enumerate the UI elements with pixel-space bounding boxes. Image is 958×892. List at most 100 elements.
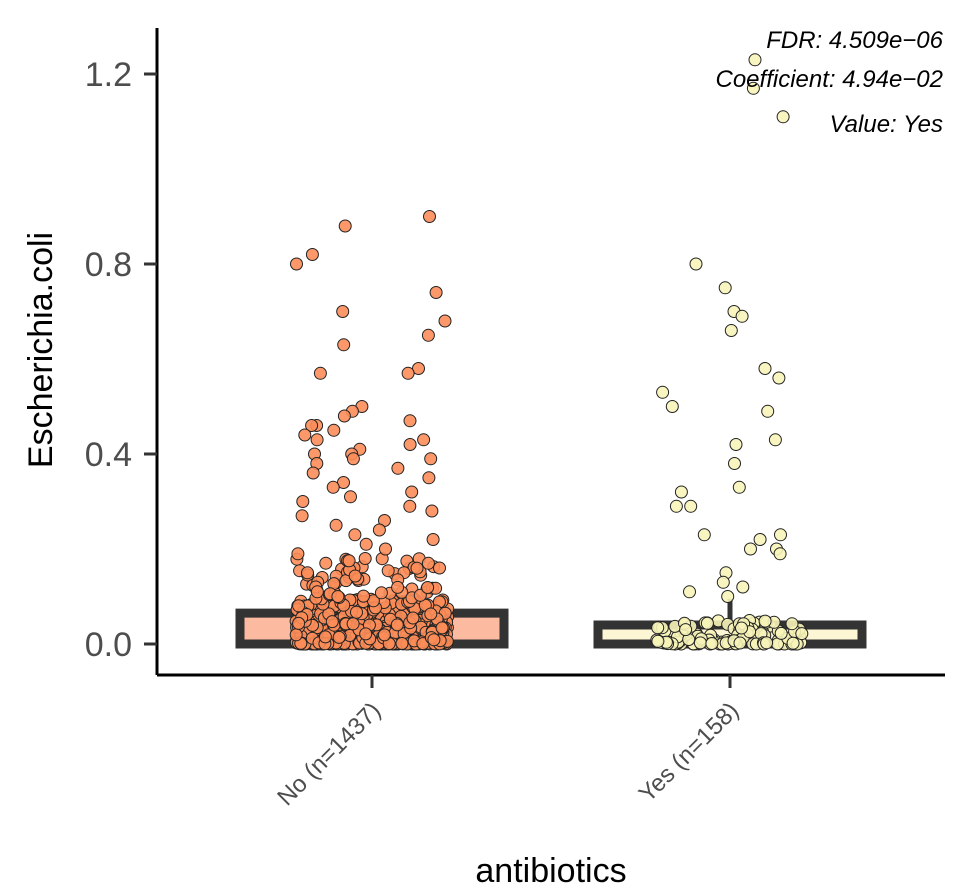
- point-yes: [684, 499, 698, 513]
- point-no: [421, 328, 435, 342]
- point-yes: [772, 371, 786, 385]
- point-no: [425, 504, 439, 518]
- point-no: [292, 616, 306, 630]
- point-yes: [761, 404, 775, 418]
- point-yes: [774, 528, 787, 542]
- point-no: [374, 586, 388, 600]
- point-no: [350, 605, 363, 619]
- point-no: [319, 556, 333, 570]
- point-no: [377, 628, 391, 642]
- point-no: [406, 611, 420, 625]
- y-axis: 0.0 0.4 0.8 1.2: [85, 28, 159, 675]
- annotation-value: Value: Yes: [830, 111, 943, 138]
- point-yes: [683, 585, 696, 599]
- point-no: [348, 569, 362, 583]
- point-no: [318, 630, 332, 644]
- point-no: [346, 617, 360, 631]
- point-no: [326, 480, 340, 494]
- point-yes: [744, 542, 757, 556]
- point-yes: [746, 81, 760, 95]
- point-yes: [728, 457, 741, 470]
- point-yes: [776, 110, 790, 124]
- point-yes: [679, 623, 693, 637]
- point-no: [290, 257, 303, 271]
- point-no: [313, 366, 327, 380]
- point-no: [429, 286, 443, 299]
- point-no: [305, 419, 319, 432]
- point-yes: [697, 528, 711, 542]
- point-yes: [693, 636, 707, 650]
- point-no: [329, 518, 343, 532]
- annotation-fdr: FDR: 4.509e−06: [766, 27, 943, 54]
- point-no: [424, 607, 438, 621]
- point-no: [438, 314, 452, 328]
- point-no: [412, 362, 425, 375]
- point-yes: [736, 580, 750, 594]
- point-yes: [729, 438, 743, 451]
- y-tick-label-1: 0.4: [85, 436, 132, 474]
- point-no: [403, 499, 417, 513]
- point-no: [358, 552, 372, 565]
- point-yes: [786, 636, 800, 650]
- point-no: [306, 466, 320, 480]
- point-yes: [760, 636, 774, 650]
- point-yes: [651, 621, 665, 635]
- point-no: [344, 490, 357, 504]
- point-no: [291, 547, 305, 561]
- point-yes: [748, 53, 762, 67]
- point-no: [405, 485, 419, 499]
- point-yes: [700, 616, 714, 630]
- point-no: [381, 564, 395, 578]
- point-no: [379, 542, 392, 556]
- point-yes: [718, 281, 732, 295]
- point-yes: [758, 614, 772, 628]
- point-no: [435, 621, 449, 635]
- point-no: [395, 637, 409, 650]
- x-tick-label-1: Yes (n=158): [634, 697, 744, 807]
- y-tick-label-2: 0.8: [85, 246, 132, 284]
- point-yes: [724, 324, 738, 337]
- point-no: [417, 433, 431, 447]
- point-yes: [674, 485, 688, 499]
- point-yes: [689, 257, 703, 271]
- point-no: [332, 630, 346, 644]
- point-no: [372, 523, 386, 537]
- point-no: [346, 452, 360, 466]
- point-no: [390, 618, 404, 632]
- point-no: [289, 628, 303, 642]
- point-no: [359, 537, 373, 551]
- point-no: [359, 627, 373, 641]
- point-yes: [669, 499, 683, 513]
- point-no: [327, 423, 341, 437]
- point-yes: [665, 400, 679, 413]
- x-axis: No (n=1437) Yes (n=158): [157, 673, 945, 811]
- x-axis-title: antibiotics: [475, 852, 626, 890]
- point-no: [338, 219, 352, 233]
- point-no: [336, 305, 350, 318]
- annotation-coefficient: Coefficient: 4.94e−02: [716, 66, 944, 93]
- point-no: [305, 248, 319, 261]
- point-no: [401, 366, 415, 380]
- point-yes: [732, 480, 746, 494]
- point-no: [310, 585, 324, 599]
- point-no: [423, 210, 436, 223]
- point-yes: [785, 617, 799, 631]
- point-no: [422, 471, 436, 485]
- point-no: [403, 414, 417, 428]
- point-no: [391, 580, 405, 594]
- point-yes: [735, 621, 748, 635]
- point-no: [421, 556, 435, 570]
- y-tick-label-3: 1.2: [85, 56, 132, 94]
- point-no: [403, 438, 417, 451]
- point-no: [301, 566, 314, 580]
- point-yes: [753, 533, 767, 546]
- point-no: [421, 581, 435, 594]
- point-no: [310, 433, 324, 447]
- point-no: [410, 561, 424, 575]
- point-no: [292, 599, 306, 613]
- point-no: [427, 633, 441, 647]
- point-no: [426, 533, 440, 546]
- point-yes: [768, 433, 782, 447]
- point-yes: [733, 636, 747, 650]
